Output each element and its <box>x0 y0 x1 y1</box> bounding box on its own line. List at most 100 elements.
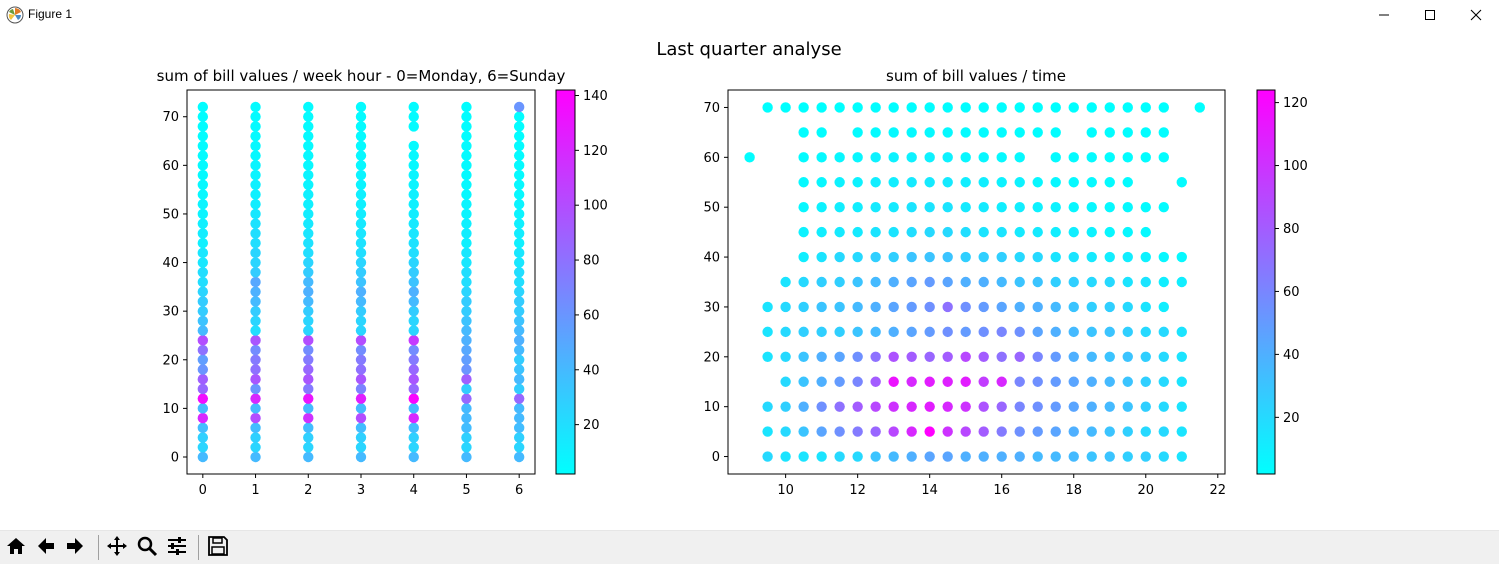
forward-button[interactable] <box>61 534 88 561</box>
figure-suptitle: Last quarter analyse <box>656 39 841 60</box>
scatter-point <box>906 401 917 412</box>
scatter-point <box>513 218 525 229</box>
scatter-point <box>1068 177 1079 188</box>
scatter-point <box>888 326 899 338</box>
scatter-point <box>1104 276 1115 288</box>
scatter-point <box>408 169 419 181</box>
scatter-point <box>1050 276 1061 288</box>
scatter-point <box>798 226 809 238</box>
scatter-point <box>355 228 367 239</box>
scatter-point <box>1050 401 1061 412</box>
scatter-point <box>513 199 525 210</box>
scatter-point <box>513 335 525 346</box>
scatter-point <box>924 451 935 462</box>
scatter-point <box>1122 201 1133 213</box>
scatter-point <box>513 286 525 297</box>
colorbar-tick-label: 40 <box>1283 348 1300 363</box>
scatter-point <box>798 326 809 338</box>
scatter-point <box>303 111 314 122</box>
scatter-point <box>408 442 419 453</box>
colorbar-tick-label: 40 <box>583 363 600 378</box>
home-button[interactable] <box>2 534 29 561</box>
scatter-point <box>852 177 863 188</box>
scatter-point <box>250 305 261 317</box>
scatter-point <box>798 152 809 163</box>
scatter-point <box>197 267 209 278</box>
scatter-point <box>870 376 881 387</box>
scatter-point <box>906 177 917 188</box>
scatter-point <box>960 251 971 263</box>
scatter-point <box>996 102 1007 113</box>
scatter-point <box>461 247 472 259</box>
scatter-point <box>960 102 971 113</box>
x-tick-label: 10 <box>777 483 794 498</box>
x-tick-label: 16 <box>993 483 1010 498</box>
scatter-point <box>408 101 419 113</box>
scatter-point <box>924 376 935 387</box>
scatter-point <box>461 189 472 200</box>
scatter-point <box>250 335 261 346</box>
scatter-point <box>461 354 472 365</box>
scatter-point <box>798 177 809 188</box>
pan-button[interactable] <box>103 534 130 561</box>
figure-canvas[interactable]: Last quarter analyse sum of bill values … <box>0 30 1499 530</box>
scatter-point <box>303 344 314 356</box>
scatter-point <box>1068 201 1079 213</box>
scatter-point <box>1158 201 1169 213</box>
scatter-point <box>906 376 917 387</box>
scatter-point <box>513 276 525 288</box>
scatter-point <box>1014 301 1025 313</box>
minimize-button[interactable] <box>1361 0 1407 30</box>
toolbar-separator <box>98 535 99 560</box>
scatter-point <box>513 354 525 365</box>
scatter-point <box>852 226 863 238</box>
scatter-point <box>1104 102 1115 113</box>
zoom-button[interactable] <box>133 534 160 561</box>
scatter-point <box>303 101 314 113</box>
scatter-point <box>1104 177 1115 188</box>
scatter-point <box>834 276 845 288</box>
scatter-point <box>1032 201 1043 213</box>
scatter-point <box>1050 152 1061 163</box>
scatter-point <box>408 296 419 307</box>
scatter-point <box>461 150 472 161</box>
scatter-point <box>942 127 953 138</box>
scatter-point <box>250 267 261 278</box>
back-button[interactable] <box>32 534 59 561</box>
scatter-point <box>250 140 261 152</box>
scatter-point <box>1086 351 1097 363</box>
scatter-point <box>1050 177 1061 188</box>
scatter-point <box>816 351 827 363</box>
scatter-point <box>303 121 314 132</box>
configure-subplots-button[interactable] <box>163 534 190 561</box>
maximize-button[interactable] <box>1407 0 1453 30</box>
scatter-point <box>798 376 809 387</box>
scatter-point <box>780 426 791 437</box>
scatter-point <box>906 102 917 113</box>
x-tick-label: 14 <box>921 483 938 498</box>
scatter-point <box>870 201 881 213</box>
scatter-point <box>303 442 314 453</box>
scatter-point <box>1122 276 1133 288</box>
scatter-point <box>355 169 367 181</box>
scatter-point <box>942 177 953 188</box>
scatter-point <box>762 351 773 363</box>
scatter-point <box>1122 376 1133 387</box>
scatter-point <box>1086 152 1097 163</box>
scatter-point <box>197 451 209 463</box>
scatter-point <box>1050 102 1061 113</box>
save-button[interactable] <box>204 534 231 561</box>
scatter-point <box>906 251 917 263</box>
scatter-point <box>870 401 881 412</box>
plot-time-title: sum of bill values / time <box>886 67 1066 85</box>
scatter-point <box>355 315 367 327</box>
scatter-point <box>303 422 314 434</box>
scatter-point <box>888 401 899 412</box>
scatter-point <box>924 201 935 213</box>
plot-week-hour-yticks: 0 10 20 30 40 50 60 70 <box>162 110 187 465</box>
close-button[interactable] <box>1453 0 1499 30</box>
scatter-point <box>461 344 472 356</box>
colorbar-tick-label: 120 <box>1283 96 1308 111</box>
scatter-point <box>355 179 367 190</box>
plot-week-hour-points <box>197 101 525 463</box>
